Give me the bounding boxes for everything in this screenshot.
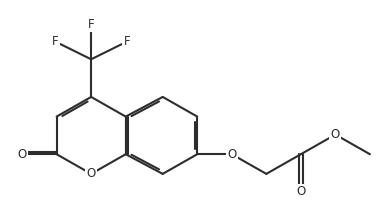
- Text: O: O: [87, 167, 96, 180]
- Text: O: O: [18, 148, 27, 161]
- Text: F: F: [124, 35, 131, 48]
- Text: O: O: [227, 148, 236, 161]
- Text: F: F: [52, 35, 58, 48]
- Text: O: O: [296, 185, 305, 198]
- Text: O: O: [331, 128, 340, 141]
- Text: F: F: [88, 18, 94, 31]
